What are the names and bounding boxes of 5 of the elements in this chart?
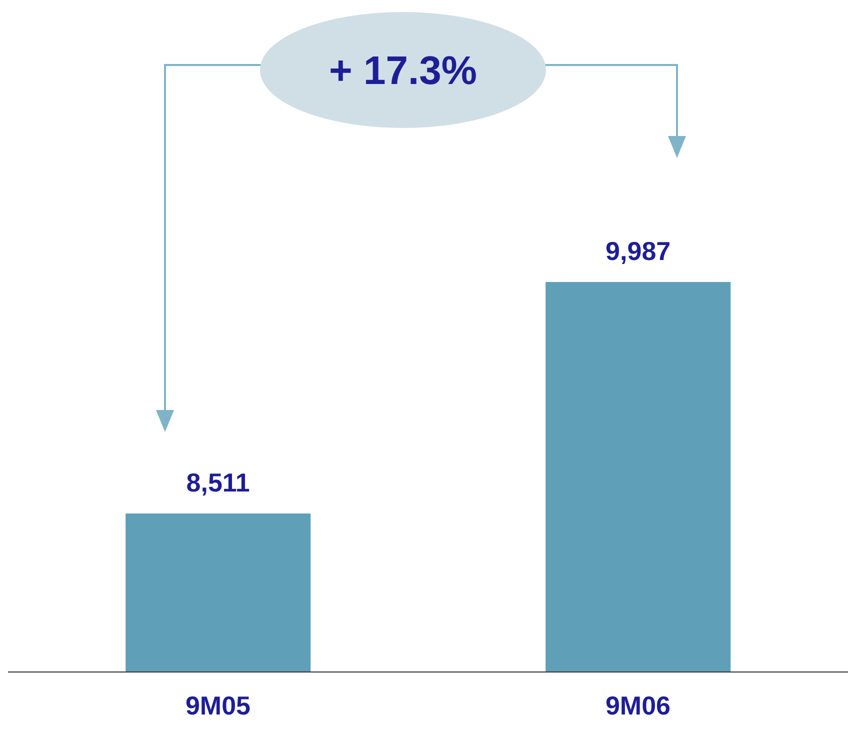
text: + 17.3%	[329, 49, 477, 93]
x-tick-label: 9M05	[185, 690, 251, 720]
data-label: 9,987	[606, 236, 671, 266]
x-tick-label: 9M06	[605, 690, 671, 720]
data-label: 8,511	[186, 467, 250, 498]
